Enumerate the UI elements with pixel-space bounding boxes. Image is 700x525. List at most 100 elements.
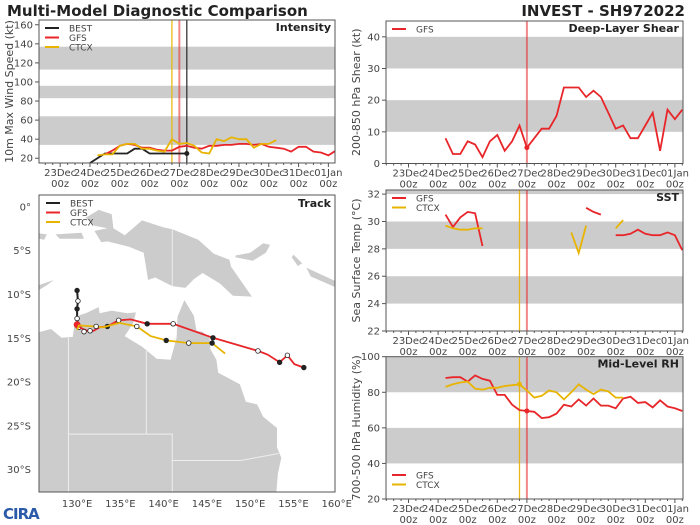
landmass [85,209,252,297]
lon-tick-label: 130°E [62,499,92,510]
x-tick-label: 30Dec [600,169,632,180]
map-frame [38,194,336,493]
y-tick-label: 100 [14,77,33,88]
x-tick-label: 00z [459,347,477,358]
x-tick-label: 01Jan [661,169,689,180]
x-tick-label: 00z [230,179,248,190]
legend-label-ctcx: CTCX [69,44,93,54]
track-marker-gfs [210,335,216,341]
x-tick-label: 00z [607,515,625,525]
x-tick-label: 00z [488,515,506,525]
x-tick-label: 01Jan [314,168,342,179]
y-tick-label: 80 [20,97,33,108]
x-tick-label: 00z [400,515,418,525]
y-axis-label: 200-850 hPa Shear (kt) [350,28,363,156]
x-tick-label: 00z [111,179,129,190]
x-tick-label: 25Dec [452,504,484,515]
state-border [172,452,279,461]
legend-label-ctcx: CTCX [416,204,440,214]
y-tick-label: 28 [367,244,380,255]
panel-title: SST [656,191,679,204]
x-tick-label: 30Dec [253,168,285,179]
sst-panel: SST22242628303223Dec00z24Dec00z25Dec00z2… [350,189,689,358]
shear-panel: Deep-Layer Shear01020304023Dec00z24Dec00… [350,20,689,191]
y-tick-label: 160 [14,20,33,31]
series-line-gfs [444,207,683,251]
x-tick-label: 00z [429,515,447,525]
x-tick-label: 29Dec [570,169,602,180]
lon-tick-label: 155°E [278,499,308,510]
plot-area [386,190,683,331]
y-tick-label: 20 [367,96,380,107]
y-tick-label: 32 [367,190,380,201]
x-tick-label: 24Dec [422,504,454,515]
x-tick-label: 26Dec [481,169,513,180]
x-tick-label: 01Jan [661,336,689,347]
x-tick-label: 00z [636,515,654,525]
shaded-band [386,36,683,69]
shaded-band [386,190,683,195]
lon-tick-label: 150°E [235,499,265,510]
cira-logo: CIRA [3,505,40,523]
shaded-band [386,276,683,304]
x-tick-label: 30Dec [600,336,632,347]
track-marker-gfs [170,321,176,327]
series-line-ctcx [445,380,624,401]
x-tick-label: 00z [459,515,477,525]
lat-tick-label: 0° [20,202,31,213]
y-tick-label: 60 [20,116,33,127]
landmass [235,243,271,261]
x-tick-label: 31Dec [629,336,661,347]
x-tick-label: 00z [400,180,418,191]
y-tick-label: 60 [367,423,380,434]
lon-tick-label: 135°E [105,499,135,510]
x-tick-label: 00z [290,179,308,190]
y-tick-label: 10 [367,127,380,138]
x-tick-label: 00z [488,180,506,191]
x-tick-label: 31Dec [629,504,661,515]
panel-title: Deep-Layer Shear [568,22,679,35]
x-tick-label: 24Dec [422,169,454,180]
x-tick-label: 23Dec [392,169,424,180]
x-tick-label: 00z [319,179,337,190]
shaded-band [386,356,683,393]
series-marker [524,408,530,414]
legend-label-ctcx: CTCX [416,481,440,491]
x-tick-label: 01Jan [661,504,689,515]
x-tick-label: 28Dec [540,336,572,347]
x-tick-label: 00z [141,179,159,190]
track-marker-ctcx [209,340,215,346]
x-tick-label: 00z [548,347,566,358]
x-tick-label: 00z [548,180,566,191]
figure-title: Multi-Model Diagnostic Comparison [7,2,308,20]
x-tick-label: 29Dec [570,336,602,347]
y-tick-label: 40 [367,32,380,43]
lon-tick-label: 160°E [322,499,352,510]
series-marker [524,145,530,151]
x-tick-label: 31Dec [629,169,661,180]
lat-tick-label: 5°S [13,246,31,257]
x-tick-label: 29Dec [570,504,602,515]
x-tick-label: 00z [488,347,506,358]
legend-label-best: BEST [69,25,93,35]
lat-tick-label: 10°S [7,290,31,301]
lat-tick-label: 25°S [7,421,31,432]
shaded-band [386,100,683,132]
x-tick-label: 00z [429,180,447,191]
rh-panel: Mid-Level RH2040608010023Dec00z24Dec00z2… [350,352,689,525]
legend-label-best: BEST [70,200,94,210]
x-tick-label: 30Dec [600,504,632,515]
lon-tick-label: 140°E [148,499,178,510]
y-tick-label: 20 [20,154,33,165]
x-tick-label: 00z [636,347,654,358]
x-tick-label: 00z [81,179,99,190]
y-tick-label: 22 [367,327,380,338]
landmass [306,267,335,287]
legend-label-gfs: GFS [416,472,434,482]
x-tick-label: 26Dec [134,168,166,179]
x-tick-label: 24Dec [422,336,454,347]
x-tick-label: 00z [636,180,654,191]
x-tick-label: 25Dec [452,169,484,180]
best-track-marker [74,287,80,294]
